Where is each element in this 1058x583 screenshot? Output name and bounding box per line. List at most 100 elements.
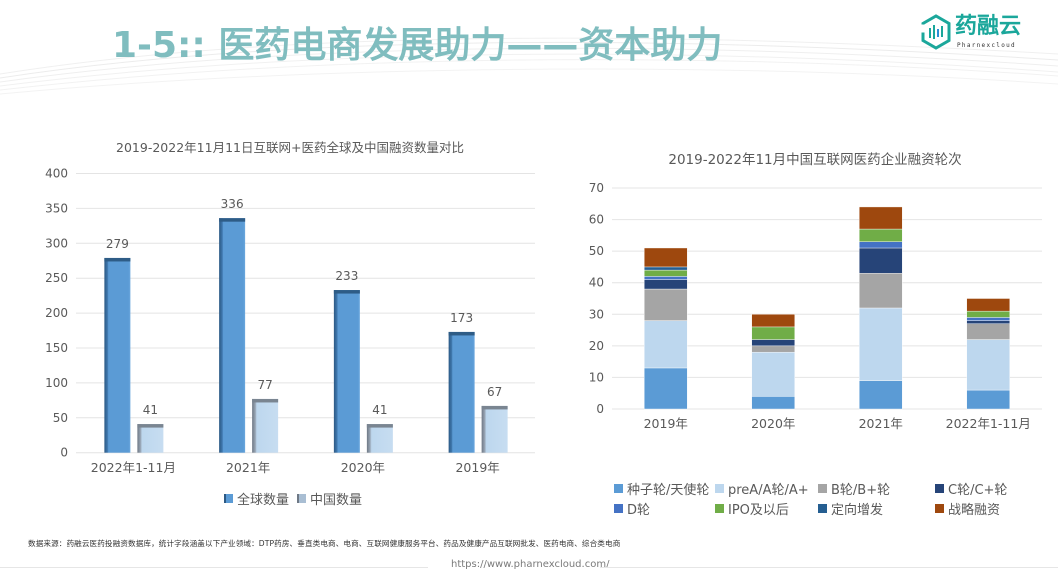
bar-global — [333, 290, 360, 453]
legend-item: preA/A轮/A+ — [715, 480, 818, 498]
bar-segment — [966, 339, 1010, 391]
chart-legend: 全球数量 中国数量 — [224, 489, 370, 508]
y-tick-label: 250 — [45, 271, 68, 285]
data-label: 41 — [372, 403, 387, 417]
bar-segment — [859, 228, 903, 242]
y-tick-label: 100 — [45, 376, 68, 390]
bar-segment — [859, 273, 903, 309]
y-tick-label: 50 — [53, 411, 68, 425]
page-title: 1-5:: 医药电商发展助力——资本助力 — [112, 25, 723, 66]
bar-segment — [966, 317, 1010, 321]
y-tick-label: 30 — [589, 307, 604, 321]
x-tick-label: 2020年 — [751, 416, 795, 431]
bar-segment — [644, 266, 688, 271]
legend-swatch — [935, 504, 944, 513]
x-tick-label: 2022年1-11月 — [946, 416, 1031, 431]
legend-swatch — [297, 494, 307, 503]
legend-swatch — [614, 504, 623, 513]
data-label: 336 — [221, 197, 244, 211]
bar-global — [448, 331, 475, 453]
legend-label: C轮/C+轮 — [948, 483, 1008, 498]
legend-swatch — [818, 484, 827, 493]
bar-china-top-edge — [137, 424, 164, 428]
x-tick-label: 2019年 — [455, 460, 499, 475]
data-source-note: 数据来源：药融云医药投融资数据库，统计字段涵盖以下产业领域：DTP药房、垂直类电… — [28, 539, 621, 548]
bar-segment — [751, 345, 795, 353]
legend-item-global: 全球数量 — [224, 489, 289, 508]
legend-item-china: 中国数量 — [297, 489, 362, 508]
legend-swatch — [818, 504, 827, 513]
legend-item: B轮/B+轮 — [818, 480, 935, 498]
bar-china-top-edge — [252, 398, 279, 403]
legend-label: preA/A轮/A+ — [728, 483, 809, 498]
x-tick-label: 2021年 — [226, 460, 270, 475]
bar-segment — [644, 279, 688, 290]
legend-swatch — [715, 484, 724, 493]
bar-global-top-edge — [448, 331, 475, 336]
y-tick-label: 50 — [589, 244, 604, 258]
y-tick-label: 70 — [589, 181, 604, 195]
bar-segment — [966, 320, 1010, 324]
bar-segment — [859, 307, 903, 381]
bar-china-top-edge — [366, 424, 393, 428]
bar-segment — [859, 206, 903, 230]
header-decoration — [0, 37, 1058, 95]
logo-name: 药融云 — [955, 14, 1022, 39]
bar-china — [366, 424, 393, 453]
y-tick-label: 350 — [45, 201, 68, 215]
bar-segment — [859, 380, 903, 410]
bar-segment — [751, 396, 795, 410]
chart-title: 2019-2022年11月11日互联网+医药全球及中国融资数量对比 — [116, 140, 464, 155]
bar-segment — [751, 314, 795, 328]
bar-segment — [644, 269, 688, 277]
bar-global-top-edge — [219, 218, 246, 222]
legend-label: B轮/B+轮 — [831, 483, 891, 498]
legend-swatch — [935, 484, 944, 493]
legend-item: IPO及以后 — [715, 500, 818, 518]
chart-legend: 种子轮/天使轮 preA/A轮/A+ B轮/B+轮 C轮/C+轮 D轮 IPO及以后 定向增… — [614, 480, 1045, 518]
bar-china — [252, 398, 279, 453]
data-label: 41 — [143, 403, 158, 417]
bar-segment — [966, 389, 1010, 410]
legend-swatch — [715, 504, 724, 513]
bar-segment — [751, 326, 795, 340]
plot-area: 0 50 100 150 200 250 300 350 400 2022年1-11月 279 41 2… — [45, 167, 535, 475]
legend-swatch — [224, 494, 233, 503]
bar-segment — [859, 241, 903, 249]
brand-logo: 药融云 Pharnexcloud — [918, 12, 1028, 54]
bar-segment — [644, 320, 688, 369]
footer-url[interactable]: https://www.pharnexcloud.com/ — [451, 559, 610, 570]
bar-segment — [966, 298, 1010, 312]
legend-label: 中国数量 — [310, 493, 363, 508]
bar-global-top-edge — [104, 257, 131, 262]
bar-segment — [751, 339, 795, 347]
logo-subtitle: Pharnexcloud — [957, 42, 1016, 49]
data-label: 77 — [257, 378, 272, 392]
bar-global — [219, 218, 246, 453]
bar-segment — [751, 351, 795, 397]
legend-item: 定向增发 — [818, 500, 935, 518]
hexagon-chart-logo-icon — [921, 14, 951, 50]
x-tick-label: 2020年 — [341, 460, 385, 475]
bar-segment — [644, 247, 688, 268]
x-tick-label: 2022年1-11月 — [91, 460, 176, 475]
legend-item: 战略融资 — [935, 500, 1045, 518]
data-label: 279 — [106, 237, 129, 251]
bar-global — [104, 257, 131, 453]
footer-divider-left — [0, 567, 428, 568]
y-tick-label: 40 — [589, 276, 604, 290]
bar-segment — [966, 323, 1010, 340]
legend-swatch — [614, 484, 623, 493]
y-tick-label: 150 — [45, 341, 68, 355]
legend-label: D轮 — [627, 503, 651, 518]
y-tick-label: 10 — [589, 370, 604, 384]
legend-item: C轮/C+轮 — [935, 480, 1045, 498]
plot-area: 0 10 20 30 40 50 60 70 2019年 2020年 2021年 2022年1-11月 — [589, 181, 1042, 431]
legend-item: D轮 — [614, 500, 715, 518]
y-tick-label: 300 — [45, 236, 68, 250]
data-label: 173 — [450, 311, 473, 325]
x-tick-label: 2021年 — [859, 416, 903, 431]
data-label: 67 — [487, 385, 502, 399]
